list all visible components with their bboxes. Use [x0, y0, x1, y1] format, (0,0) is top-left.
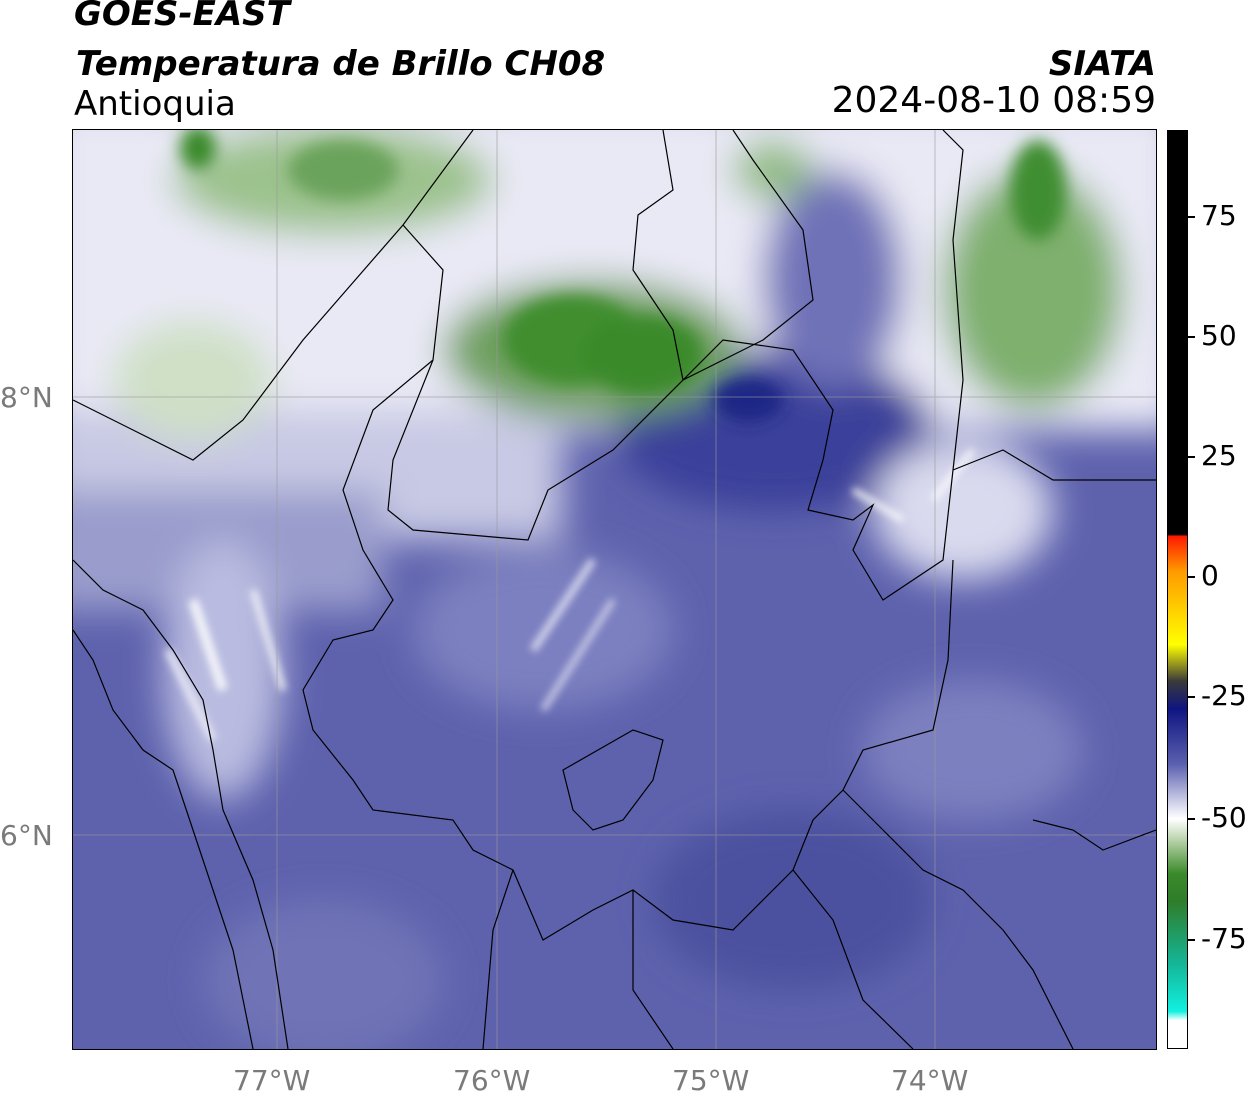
bright-streaks [164, 448, 976, 742]
brand-label: SIATA [1048, 44, 1156, 84]
lon-label-76w: 76°W [453, 1064, 531, 1097]
lon-label-75w: 75°W [672, 1064, 750, 1097]
colorbar-tick [1188, 576, 1195, 578]
lat-label-8n: 8°N [0, 381, 53, 414]
graticule [73, 130, 1156, 1049]
colorbar-label-75: 75 [1201, 199, 1237, 232]
colorbar-tick [1188, 818, 1195, 820]
colorbar-label-minus50: -50 [1201, 801, 1247, 834]
map-canvas [73, 130, 1156, 1049]
colorbar-label-minus75: -75 [1201, 922, 1247, 955]
colorbar-tick [1188, 336, 1195, 338]
admin-boundaries [73, 130, 1156, 1049]
colorbar-label-50: 50 [1201, 319, 1237, 352]
lat-label-6n: 6°N [0, 819, 53, 852]
colorbar-tick [1188, 939, 1195, 941]
temperature-field [73, 130, 1156, 1049]
product-title: Temperatura de Brillo CH08 [76, 44, 606, 84]
lon-label-74w: 74°W [891, 1064, 969, 1097]
colorbar-tick [1188, 216, 1195, 218]
colorbar-tick [1188, 456, 1195, 458]
colorbar-label-minus25: -25 [1201, 679, 1247, 712]
warm-cores [180, 130, 1066, 422]
colorbar-label-25: 25 [1201, 439, 1237, 472]
temperature-colorbar [1167, 130, 1188, 1049]
timestamp-label: 2024-08-10 08:59 [831, 80, 1156, 121]
colorbar-label-0: 0 [1201, 559, 1219, 592]
region-label: Antioquia [74, 84, 236, 124]
colorbar-tick [1188, 696, 1195, 698]
lon-label-77w: 77°W [233, 1064, 311, 1097]
satellite-title: GOES-EAST [74, 0, 290, 34]
brightness-temperature-map [73, 130, 1156, 1049]
